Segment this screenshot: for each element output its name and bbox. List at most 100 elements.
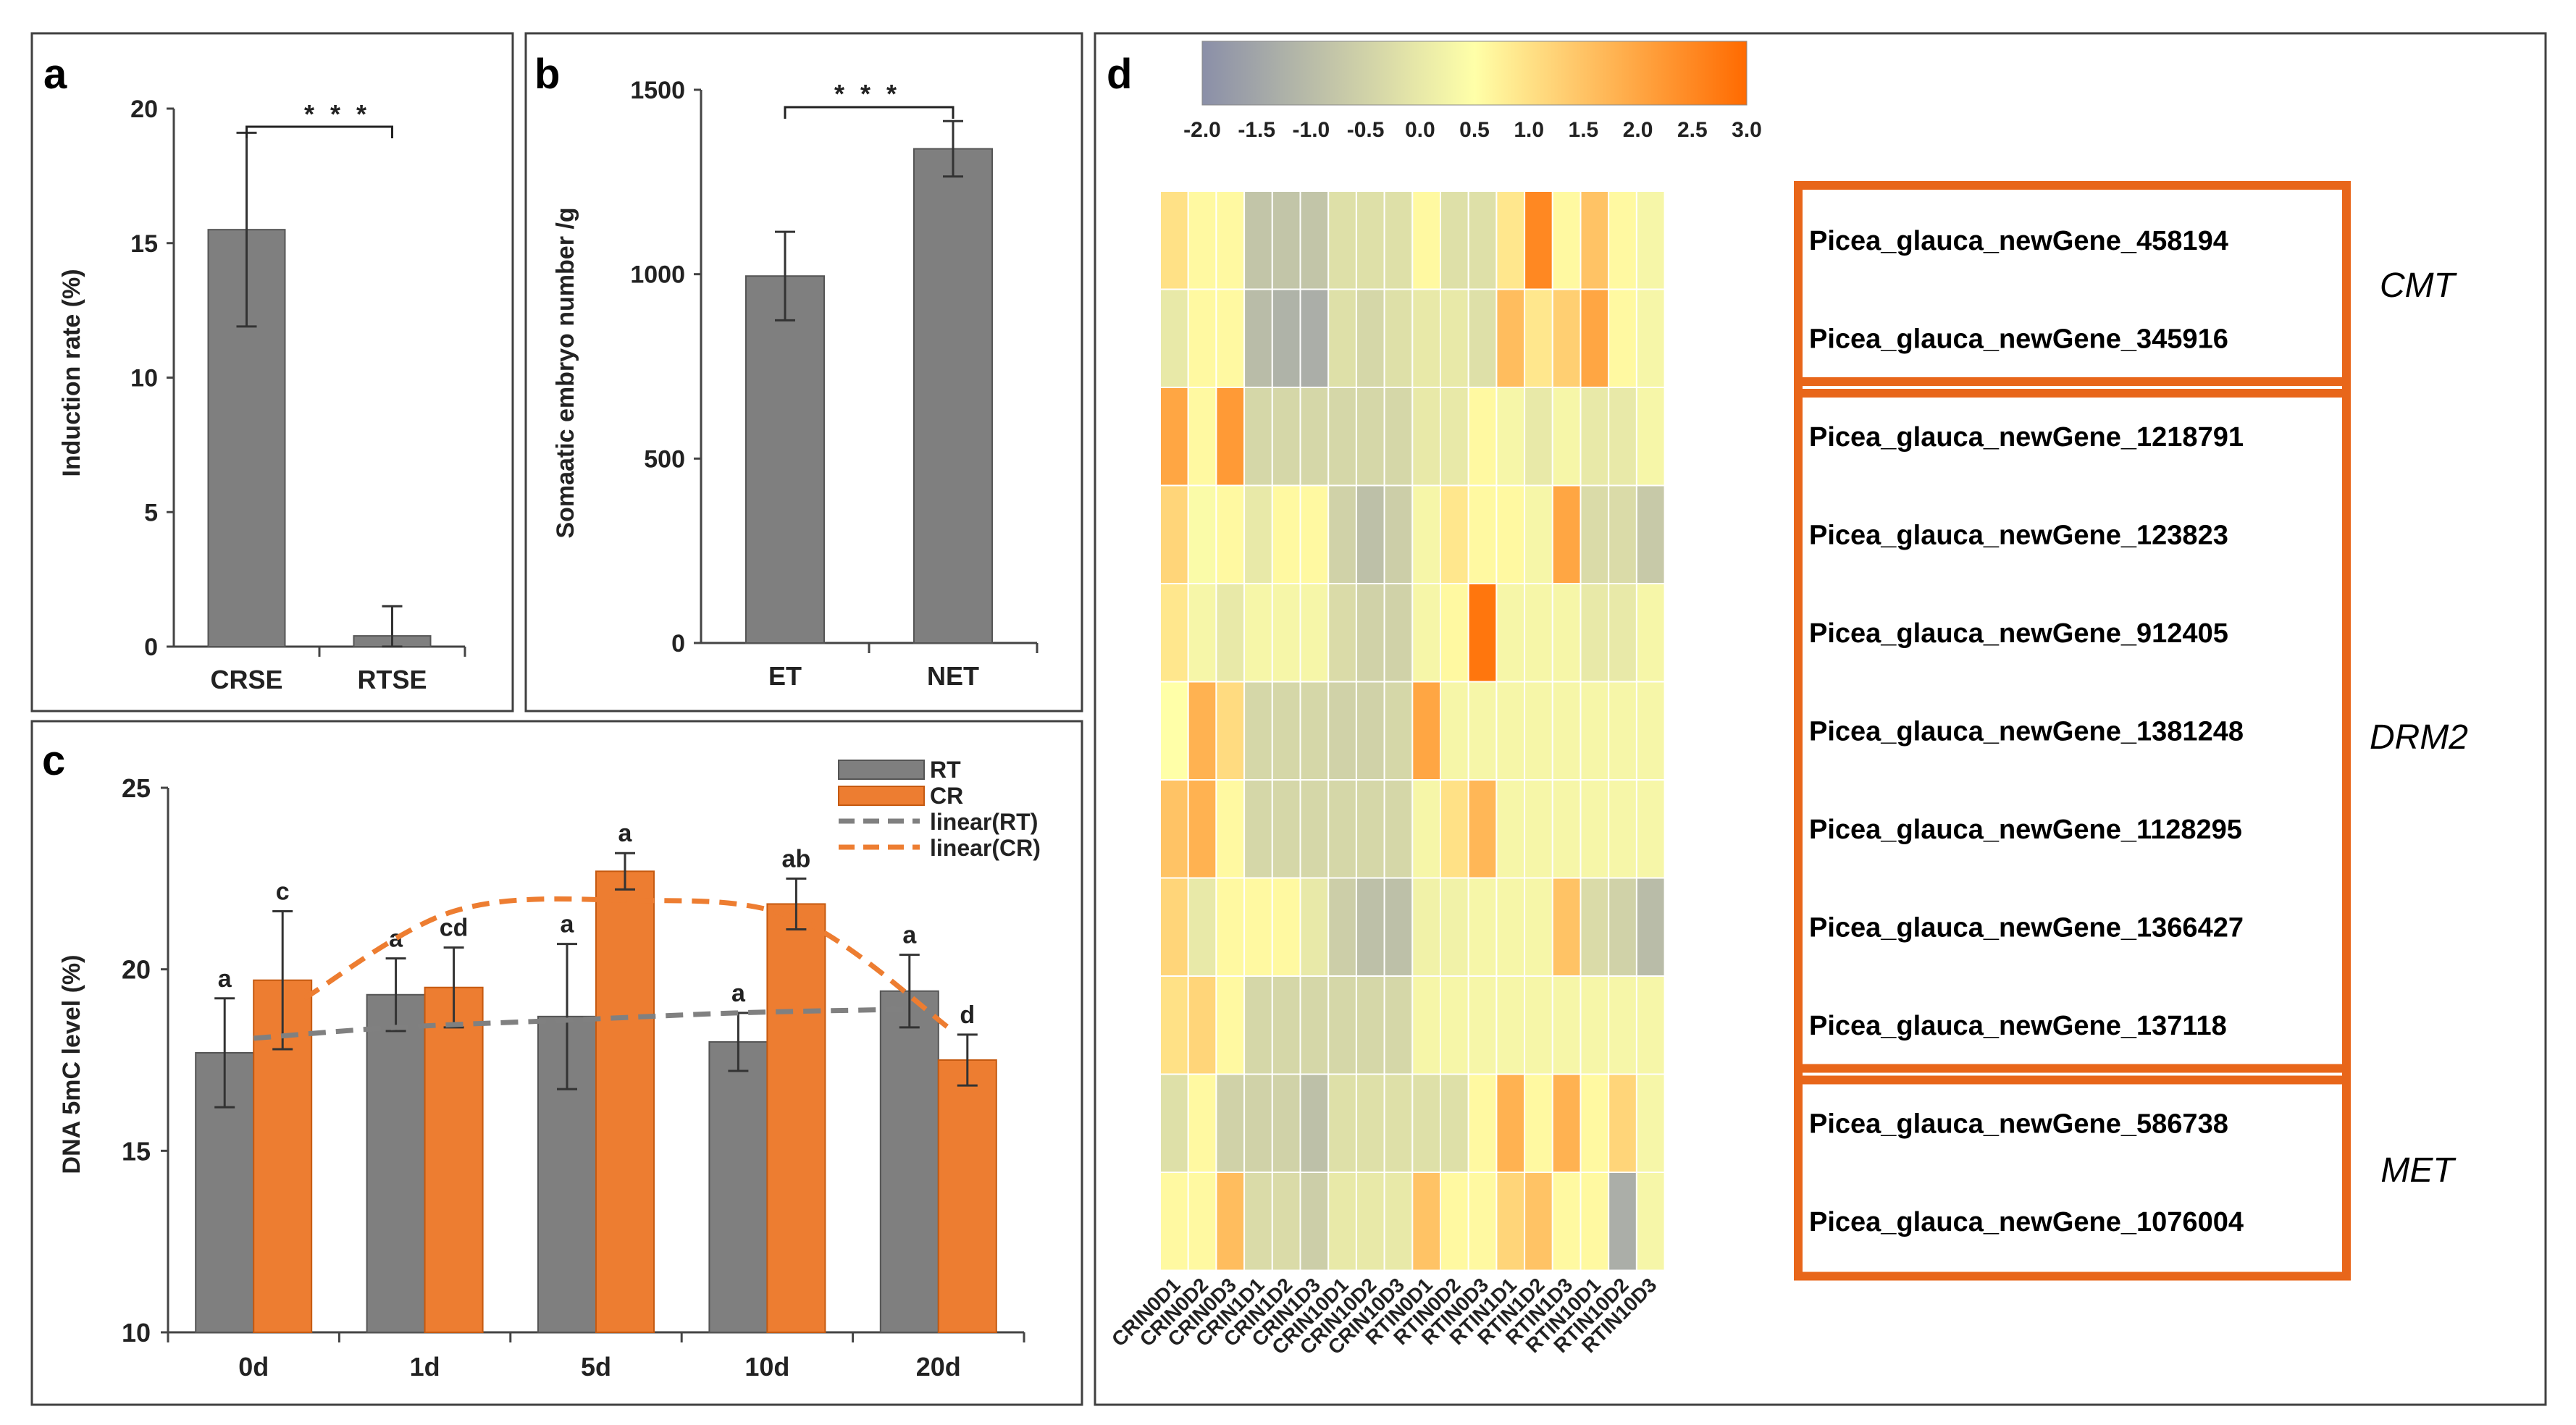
heatmap-cell: [1243, 583, 1273, 683]
heatmap-cell: [1608, 975, 1637, 1075]
heatmap-cell: [1635, 387, 1666, 487]
heatmap-cell: [1299, 387, 1330, 487]
panel-d-row-label: Picea_glauca_newGene_123823: [1809, 520, 2228, 550]
heatmap-cell: [1608, 1172, 1637, 1271]
heatmap-cell: [1187, 877, 1217, 977]
heatmap-cell: [1299, 975, 1330, 1075]
heatmap-cell: [1299, 779, 1330, 879]
panel-c-legend-swatch-cr: [838, 786, 925, 806]
heatmap-cell: [1524, 779, 1553, 879]
heatmap-cell: [1495, 975, 1526, 1075]
heatmap-cell: [1551, 1073, 1582, 1173]
panel-d-colorbar-tick: 0.0: [1405, 118, 1435, 142]
heatmap-cell: [1467, 190, 1498, 290]
heatmap-cell: [1551, 288, 1582, 388]
heatmap-cell: [1327, 1073, 1357, 1173]
panel-c-letter-cr-10d: ab: [782, 845, 811, 873]
heatmap-cell: [1159, 387, 1189, 487]
heatmap-cell: [1355, 1073, 1385, 1173]
panel-d-row-label: Picea_glauca_newGene_137118: [1809, 1011, 2227, 1041]
heatmap-cell: [1635, 779, 1666, 879]
heatmap-cell: [1187, 288, 1217, 388]
heatmap-cell: [1159, 877, 1189, 977]
heatmap-cell: [1271, 190, 1301, 290]
heatmap-cell: [1440, 1073, 1469, 1173]
heatmap-cell: [1440, 190, 1469, 290]
heatmap-cell: [1159, 1172, 1189, 1271]
heatmap-cell: [1411, 779, 1442, 879]
panel-a-ytick-label: 5: [144, 499, 158, 526]
panel-b-xtick-label: ET: [768, 661, 802, 691]
heatmap-cell: [1215, 484, 1246, 584]
panel-c-bar-cr-5d: [595, 870, 655, 1333]
heatmap-cell: [1411, 387, 1442, 487]
heatmap-cell: [1524, 387, 1553, 487]
heatmap-cell: [1495, 779, 1526, 879]
heatmap-cell: [1327, 975, 1357, 1075]
heatmap-cell: [1411, 190, 1442, 290]
heatmap-cell: [1495, 1073, 1526, 1173]
panel-c-ytick-label: 25: [122, 773, 151, 803]
panel-d-colorbar-tick: 1.0: [1514, 118, 1544, 142]
heatmap-cell: [1495, 387, 1526, 487]
heatmap-cell: [1635, 1073, 1666, 1173]
heatmap-cell: [1635, 484, 1666, 584]
panel-b-plot: 0 500 1000 1500 ET NET: [630, 77, 1039, 691]
heatmap-cell: [1215, 975, 1246, 1075]
heatmap-cell: [1355, 484, 1385, 584]
heatmap-cell: [1355, 288, 1385, 388]
heatmap-cell: [1467, 1172, 1498, 1271]
panel-c-trendline-rt: [253, 1006, 910, 1041]
heatmap-cell: [1271, 877, 1301, 977]
heatmap-cell: [1440, 484, 1469, 584]
heatmap-cell: [1411, 877, 1442, 977]
heatmap-cell: [1159, 484, 1189, 584]
heatmap-cell: [1411, 583, 1442, 683]
heatmap-cell: [1440, 387, 1469, 487]
panel-d-colorbar-tick: 2.5: [1677, 118, 1708, 142]
panel-d-colorbar-tick: 3.0: [1732, 118, 1762, 142]
heatmap-cell: [1187, 484, 1217, 584]
panel-c-ytick-label: 15: [122, 1136, 151, 1166]
panel-c-letter-rt-0d: a: [218, 965, 232, 993]
panel-d-colorbar-tick: -2.0: [1183, 118, 1221, 142]
heatmap-cell: [1271, 484, 1301, 584]
panel-c-label: c: [42, 737, 65, 784]
heatmap-cell: [1187, 681, 1217, 781]
heatmap-cell: [1411, 1172, 1442, 1271]
group-label-met: MET: [2380, 1151, 2457, 1190]
heatmap-cell: [1411, 484, 1442, 584]
heatmap-cell: [1159, 681, 1189, 781]
heatmap-cell: [1635, 877, 1666, 977]
heatmap-cell: [1383, 583, 1414, 683]
heatmap-cell: [1608, 779, 1637, 879]
heatmap-cell: [1383, 484, 1414, 584]
heatmap-cell: [1467, 681, 1498, 781]
heatmap-cell: [1271, 779, 1301, 879]
heatmap-cell: [1579, 1073, 1610, 1173]
heatmap-cell: [1355, 877, 1385, 977]
heatmap-cell: [1159, 1073, 1189, 1173]
heatmap-cell: [1243, 190, 1273, 290]
heatmap-cell: [1215, 877, 1246, 977]
panel-c-xtick-label: 20d: [916, 1352, 961, 1382]
heatmap-cell: [1411, 681, 1442, 781]
heatmap-cell: [1579, 484, 1610, 584]
heatmap-cell: [1411, 975, 1442, 1075]
panel-a-ytick-label: 10: [130, 365, 158, 392]
heatmap-cell: [1299, 1073, 1330, 1173]
panel-c-letter-cr-1d: cd: [440, 915, 469, 942]
heatmap-cell: [1551, 1172, 1582, 1271]
heatmap-cell: [1524, 681, 1553, 781]
heatmap-cell: [1355, 779, 1385, 879]
panel-c-xtick-label: 10d: [744, 1352, 789, 1382]
heatmap-cell: [1299, 288, 1330, 388]
panel-a-frame: [30, 32, 514, 712]
heatmap-cell: [1495, 681, 1526, 781]
heatmap-cell: [1215, 190, 1246, 290]
heatmap-cell: [1215, 583, 1246, 683]
panel-b-ytick-label: 1000: [630, 261, 685, 289]
panel-d-row-label: Picea_glauca_newGene_1128295: [1809, 815, 2242, 845]
panel-c-letter-rt-1d: a: [389, 925, 403, 953]
